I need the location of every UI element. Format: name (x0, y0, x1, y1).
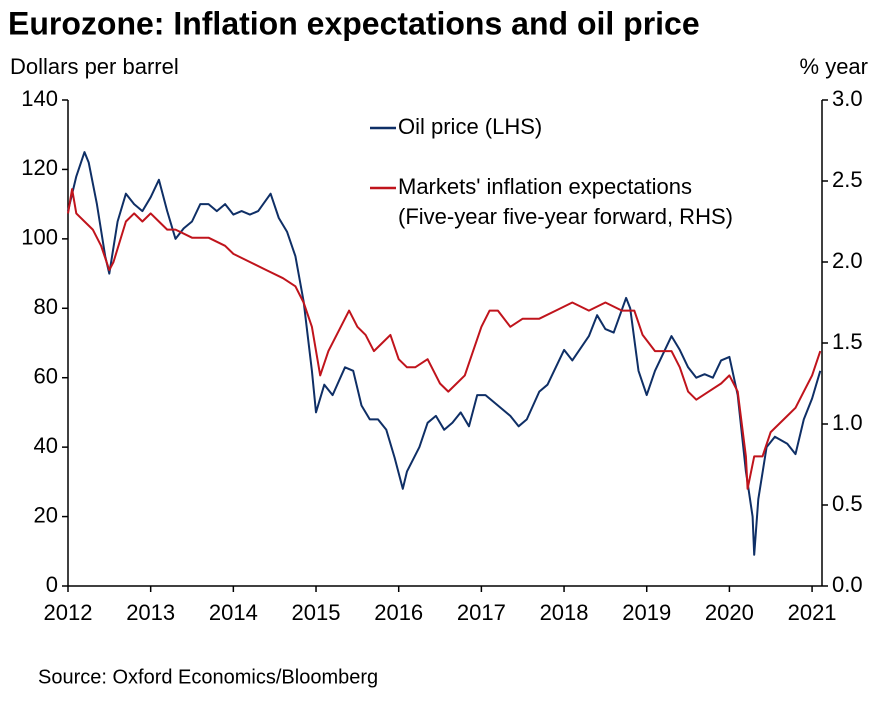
x-tick-label: 2017 (457, 600, 506, 625)
legend-label: Markets' inflation expectations (Five-yea… (398, 174, 733, 229)
x-tick-label: 2021 (788, 600, 837, 625)
x-tick-label: 2019 (622, 600, 671, 625)
x-tick-label: 2020 (705, 600, 754, 625)
source: Source: Oxford Economics/Bloomberg (38, 666, 378, 688)
x-tick-label: 2015 (292, 600, 341, 625)
y-tick-label: 40 (34, 433, 58, 458)
x-tick-label: 2016 (374, 600, 423, 625)
series-line (67, 151, 822, 556)
y2-tick-label: 2.0 (832, 248, 863, 273)
y-tick-label: 100 (21, 225, 58, 250)
y2-tick-label: 1.5 (832, 329, 863, 354)
legend-label: Oil price (LHS) (398, 114, 542, 139)
y2-tick-label: 1.0 (832, 410, 863, 435)
y-tick-label: 0 (46, 572, 58, 597)
chart-title: Eurozone: Inflation expectations and oil… (8, 5, 700, 41)
series-line (67, 188, 822, 490)
y2-tick-label: 0.0 (832, 572, 863, 597)
y-tick-label: 60 (34, 364, 58, 389)
y2-tick-label: 3.0 (832, 86, 863, 111)
y-axis-label: Dollars per barrel (10, 54, 179, 79)
y2-tick-label: 0.5 (832, 491, 863, 516)
y-tick-label: 140 (21, 86, 58, 111)
y-tick-label: 20 (34, 502, 58, 527)
y2-axis-label: % year (800, 54, 868, 79)
x-tick-label: 2014 (209, 600, 258, 625)
x-tick-label: 2012 (44, 600, 93, 625)
y-tick-label: 120 (21, 155, 58, 180)
y2-tick-label: 2.5 (832, 167, 863, 192)
y-tick-label: 80 (34, 294, 58, 319)
x-tick-label: 2013 (126, 600, 175, 625)
x-tick-label: 2018 (540, 600, 589, 625)
